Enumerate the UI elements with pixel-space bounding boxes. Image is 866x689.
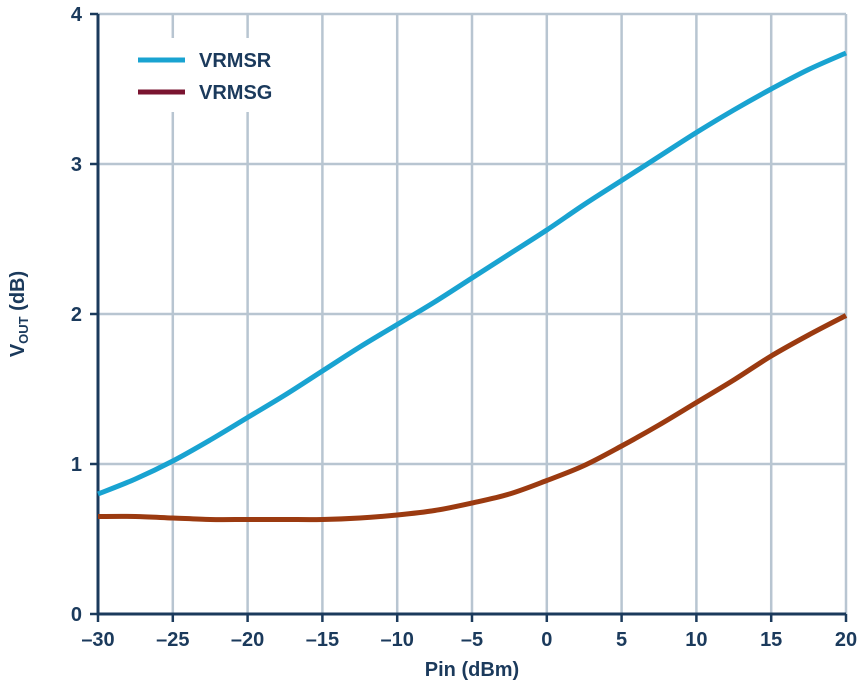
y-axis-title: VOUT (dB) [7, 271, 31, 357]
y-tick-label: 2 [71, 304, 82, 326]
legend-label-vrmsg: VRMSG [199, 82, 272, 104]
legend-label-vrmsr: VRMSR [199, 50, 272, 72]
x-tick-label: 0 [541, 629, 552, 651]
x-tick-label: –10 [381, 629, 414, 651]
legend-background [126, 38, 306, 112]
series-line-vrmsg [97, 313, 848, 523]
x-tick-label: –25 [156, 629, 189, 651]
x-tick-label: –20 [231, 629, 264, 651]
x-tick-label: –30 [81, 629, 114, 651]
gridlines [98, 12, 848, 614]
series-line-vrmsr [97, 50, 848, 497]
x-tick-label: 20 [835, 629, 857, 651]
series-lines [97, 50, 848, 523]
x-axis-title: Pin (dBm) [425, 659, 519, 681]
y-axis-title-suffix: (dB) [7, 271, 29, 317]
x-tick-label: 15 [760, 629, 782, 651]
y-tick-label: 0 [71, 604, 82, 626]
y-tick-label: 4 [71, 4, 83, 26]
legend: VRMSR VRMSG [126, 38, 306, 112]
y-axis-title-subscript: OUT [16, 316, 31, 344]
tick-labels: –30 –25 –20 –15 –10 –5 0 5 10 15 20 0 1 2 3 4 [71, 4, 857, 651]
x-tick-label: –15 [306, 629, 339, 651]
x-tick-label: –5 [461, 629, 483, 651]
y-tick-label: 3 [71, 154, 82, 176]
y-tick-label: 1 [71, 454, 82, 476]
x-tick-label: 10 [685, 629, 707, 651]
x-tick-label: 5 [616, 629, 627, 651]
svg-text:VOUT (dB): VOUT (dB) [7, 271, 31, 357]
y-axis-title-main: V [7, 343, 29, 357]
